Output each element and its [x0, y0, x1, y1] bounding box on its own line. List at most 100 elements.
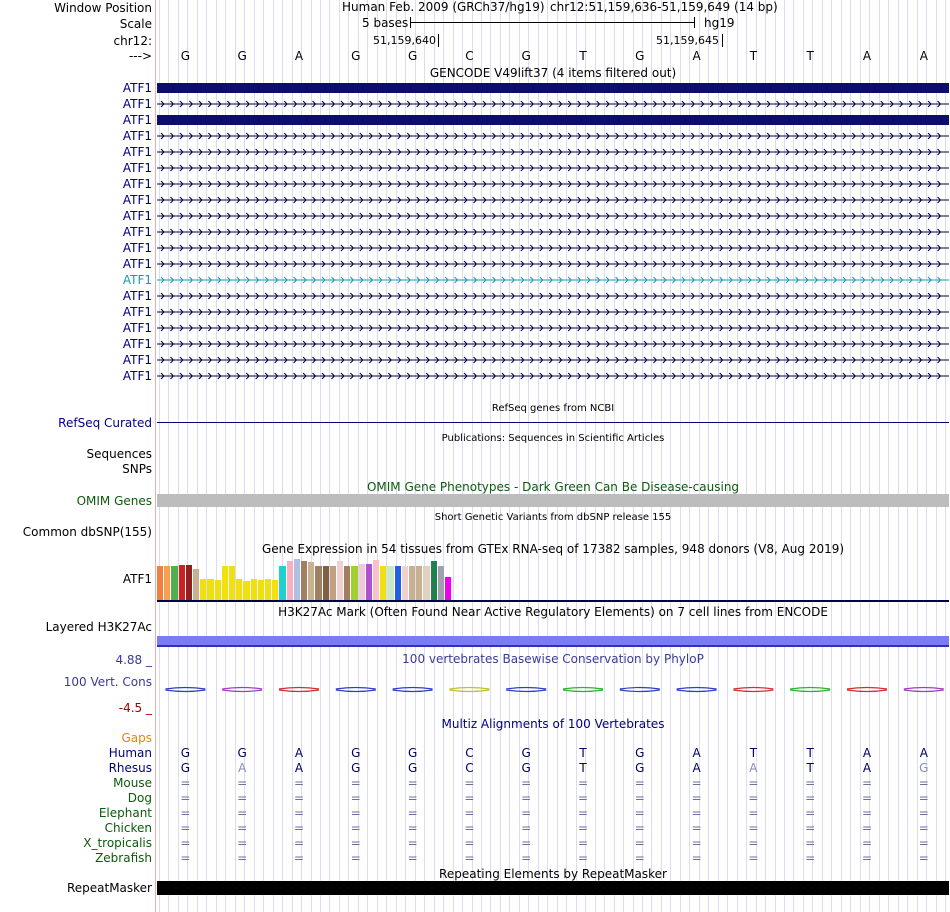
gencode-intron-line[interactable] — [157, 339, 949, 349]
gencode-intron-line[interactable] — [157, 291, 949, 301]
gtex-tissue-bar[interactable] — [423, 566, 430, 600]
gtex-tissue-bar[interactable] — [178, 565, 185, 600]
gencode-intron-line[interactable] — [157, 179, 949, 189]
repeatmasker-bar[interactable] — [157, 881, 949, 895]
gencode-item-label[interactable]: ATF1 — [122, 257, 152, 271]
refseq-label[interactable]: RefSeq Curated — [58, 416, 152, 430]
gtex-tissue-bar[interactable] — [164, 566, 171, 600]
gtex-tissue-bar[interactable] — [329, 566, 337, 600]
gencode-item-label[interactable]: ATF1 — [122, 81, 152, 95]
multiz-species-label[interactable]: Mouse — [113, 776, 152, 790]
gencode-exon-bar[interactable] — [157, 83, 949, 93]
gencode-item-label[interactable]: ATF1 — [122, 129, 152, 143]
gtex-tissue-bar[interactable] — [272, 580, 279, 600]
gencode-intron-line[interactable] — [157, 355, 949, 365]
gencode-exon-bar[interactable] — [157, 115, 949, 125]
gencode-intron-line[interactable] — [157, 371, 949, 381]
multiz-species-label[interactable]: Rhesus — [108, 761, 152, 775]
multiz-species-label[interactable]: X_tropicalis — [83, 836, 152, 850]
gtex-tissue-bar[interactable] — [445, 577, 452, 600]
pubs-sequences-label[interactable]: Sequences — [86, 447, 152, 461]
gtex-tissue-bar[interactable] — [351, 566, 358, 600]
gtex-tissue-bar[interactable] — [250, 579, 257, 600]
cons-label[interactable]: 100 Vert. Cons — [63, 675, 152, 689]
gencode-intron-line[interactable] — [157, 243, 949, 253]
gtex-tissue-bar[interactable] — [236, 579, 243, 600]
gencode-item-label[interactable]: ATF1 — [122, 225, 152, 239]
gtex-tissue-bar[interactable] — [157, 566, 164, 600]
gtex-tissue-bar[interactable] — [265, 579, 272, 600]
gtex-tissue-bar[interactable] — [380, 566, 387, 600]
gencode-item-label[interactable]: ATF1 — [122, 97, 152, 111]
gtex-tissue-bar[interactable] — [387, 566, 394, 600]
gtex-tissue-bar[interactable] — [344, 566, 351, 600]
refseq-line[interactable] — [157, 422, 949, 423]
gencode-intron-line[interactable] — [157, 147, 949, 157]
gtex-tissue-bar[interactable] — [214, 580, 221, 600]
gencode-item-label[interactable]: ATF1 — [122, 289, 152, 303]
gencode-item-label[interactable]: ATF1 — [122, 241, 152, 255]
gencode-item-label[interactable]: ATF1 — [122, 145, 152, 159]
gencode-item-label[interactable]: ATF1 — [122, 273, 152, 287]
gencode-intron-line[interactable] — [157, 307, 949, 317]
gencode-intron-line[interactable] — [157, 195, 949, 205]
gtex-tissue-bar[interactable] — [207, 579, 214, 600]
gtex-tissue-bar[interactable] — [193, 569, 200, 600]
repeatmasker-label[interactable]: RepeatMasker — [66, 881, 152, 895]
gtex-tissue-bar[interactable] — [171, 566, 178, 600]
gtex-tissue-bar[interactable] — [229, 566, 236, 600]
dbsnp-label[interactable]: Common dbSNP(155) — [22, 525, 152, 539]
gtex-tissue-bar[interactable] — [185, 565, 193, 600]
gencode-item-label[interactable]: ATF1 — [122, 209, 152, 223]
gencode-item-label[interactable]: ATF1 — [122, 161, 152, 175]
pubs-snps-label[interactable]: SNPs — [122, 462, 152, 476]
gencode-item-label[interactable]: ATF1 — [122, 305, 152, 319]
gencode-item-label[interactable]: ATF1 — [122, 113, 152, 127]
gtex-tissue-bar[interactable] — [279, 566, 286, 600]
gtex-tissue-bar[interactable] — [337, 561, 344, 600]
gtex-tissue-bar[interactable] — [365, 564, 373, 600]
gtex-tissue-bar[interactable] — [243, 581, 250, 600]
multiz-species-label[interactable]: Zebrafish — [95, 851, 152, 865]
gtex-tissue-bar[interactable] — [437, 566, 445, 600]
gtex-tissue-bar[interactable] — [373, 560, 380, 600]
gencode-intron-line[interactable] — [157, 99, 949, 109]
gtex-tissue-bar[interactable] — [358, 564, 365, 600]
multiz-species-label[interactable]: Chicken — [104, 821, 152, 835]
gtex-tissue-bar[interactable] — [301, 561, 308, 600]
gencode-item-label[interactable]: ATF1 — [122, 369, 152, 383]
multiz-species-label[interactable]: Dog — [127, 791, 152, 805]
gencode-intron-line[interactable] — [157, 275, 949, 285]
gtex-tissue-bar[interactable] — [293, 559, 301, 600]
multiz-gaps-label[interactable]: Gaps — [121, 731, 152, 745]
h3k27ac-signal[interactable] — [157, 636, 949, 645]
multiz-species-label[interactable]: Elephant — [98, 806, 152, 820]
gencode-item-label[interactable]: ATF1 — [122, 337, 152, 351]
gtex-tissue-bar[interactable] — [221, 566, 229, 600]
gtex-tissue-bar[interactable] — [286, 561, 293, 600]
gencode-intron-line[interactable] — [157, 259, 949, 269]
gencode-intron-line[interactable] — [157, 323, 949, 333]
gencode-intron-line[interactable] — [157, 163, 949, 173]
gtex-tissue-bar[interactable] — [200, 579, 207, 600]
gtex-tissue-bar[interactable] — [401, 566, 409, 600]
gtex-tissue-bar[interactable] — [257, 580, 265, 600]
gtex-tissue-bar[interactable] — [394, 566, 401, 600]
gencode-intron-line[interactable] — [157, 211, 949, 221]
gtex-tissue-bar[interactable] — [409, 566, 416, 600]
h3k27ac-label[interactable]: Layered H3K27Ac — [45, 620, 152, 634]
gtex-tissue-bar[interactable] — [308, 562, 315, 600]
gencode-item-label[interactable]: ATF1 — [122, 177, 152, 191]
gtex-tissue-bar[interactable] — [430, 561, 437, 600]
gencode-intron-line[interactable] — [157, 131, 949, 141]
multiz-species-label[interactable]: Human — [108, 746, 152, 760]
gtex-tissue-bar[interactable] — [315, 566, 322, 600]
cons-wiggle[interactable] — [0, 680, 950, 700]
gtex-tissue-bar[interactable] — [322, 566, 329, 600]
gtex-tissue-bar[interactable] — [416, 566, 423, 600]
gencode-intron-line[interactable] — [157, 227, 949, 237]
omim-label[interactable]: OMIM Genes — [76, 494, 152, 508]
gencode-item-label[interactable]: ATF1 — [122, 193, 152, 207]
gencode-item-label[interactable]: ATF1 — [122, 321, 152, 335]
gencode-item-label[interactable]: ATF1 — [122, 353, 152, 367]
